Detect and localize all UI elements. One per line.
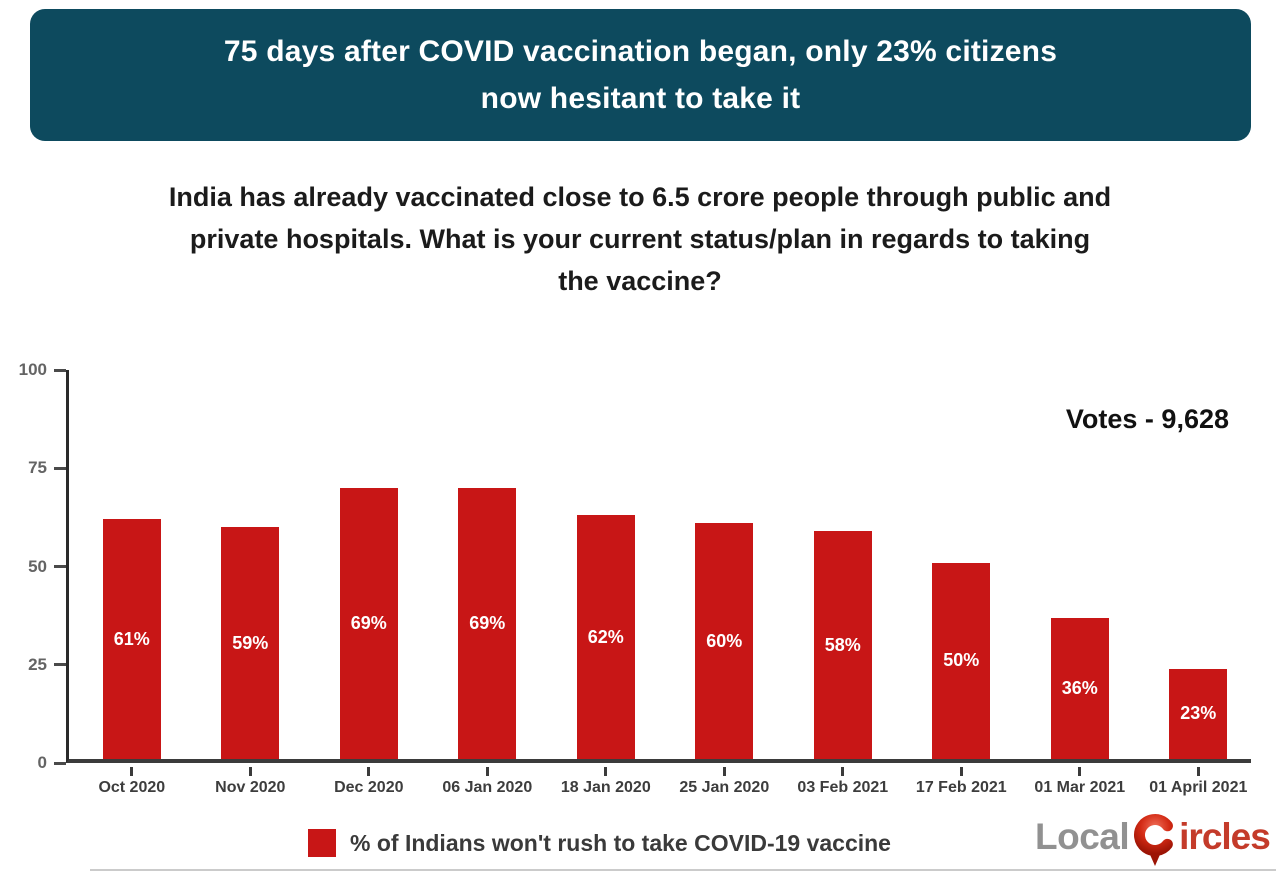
- y-tick-mark: [54, 368, 66, 372]
- y-axis-tick-label: 25: [28, 654, 47, 674]
- x-axis-tick-label: Oct 2020: [98, 779, 166, 796]
- x-axis-tick-label: 18 Jan 2020: [560, 779, 651, 796]
- bar-value-label: 50%: [943, 650, 980, 671]
- localcircles-logo: Local ircles: [1035, 808, 1271, 866]
- y-axis-tick-label: 0: [37, 753, 47, 772]
- x-axis-tick-label: 01 Mar 2021: [1034, 779, 1126, 796]
- x-tick-mark: [130, 767, 134, 776]
- bar: 69%: [339, 487, 398, 759]
- bottom-divider: [90, 869, 1276, 871]
- chart-legend: % of Indians won't rush to take COVID-19…: [308, 829, 891, 857]
- x-tick-mark: [1196, 767, 1200, 776]
- legend-swatch: [308, 829, 336, 857]
- x-axis-tick-label: 01 April 2021: [1149, 779, 1248, 796]
- y-tick-mark: [54, 565, 66, 568]
- logo-text-local: Local: [1035, 816, 1130, 857]
- bar: 60%: [695, 523, 754, 759]
- x-axis-tick-label: 17 Feb 2021: [915, 779, 1007, 796]
- y-axis-tick-label: 75: [28, 458, 47, 478]
- x-axis-tick-label: Nov 2020: [215, 779, 286, 796]
- page-title-line-2: now hesitant to take it: [480, 82, 801, 115]
- votes-count: Votes - 9,628: [1065, 404, 1229, 434]
- x-tick-mark: [1078, 767, 1082, 776]
- bar: 59%: [221, 527, 280, 759]
- legend-label: % of Indians won't rush to take COVID-19…: [350, 829, 891, 856]
- bar: 58%: [813, 531, 872, 759]
- bar-value-label: 59%: [232, 632, 269, 653]
- y-axis-tick-label: 50: [28, 556, 47, 576]
- logo-pin-icon: [1134, 814, 1177, 866]
- y-axis-tick-label: 100: [18, 360, 47, 379]
- bar: 23%: [1169, 668, 1228, 759]
- survey-question-line-1: India has already vaccinated close to 6.…: [168, 182, 1112, 212]
- bar-value-label: 62%: [587, 626, 624, 647]
- x-tick-mark: [722, 767, 726, 776]
- x-axis-tick-label: 03 Feb 2021: [797, 779, 889, 796]
- bar-value-label: 58%: [824, 634, 861, 655]
- plot-area: 0 25 50 75 100 61% Oct 2020 59% Nov 2020 69% Dec 2…: [19, 360, 1251, 796]
- bar-value-label: 36%: [1061, 677, 1098, 698]
- x-tick-mark: [367, 767, 371, 776]
- bar-value-label: 60%: [706, 630, 743, 651]
- y-tick-mark: [54, 466, 66, 470]
- x-axis-tick-label: 06 Jan 2020: [442, 779, 533, 796]
- bar: 36%: [1050, 617, 1109, 759]
- bar: 50%: [932, 562, 991, 759]
- bar-value-label: 69%: [469, 612, 506, 633]
- x-tick-mark: [959, 767, 963, 776]
- bar-value-label: 69%: [350, 612, 387, 633]
- x-axis-tick-label: Dec 2020: [334, 779, 404, 796]
- bar: 61%: [102, 519, 161, 759]
- x-tick-mark: [248, 767, 252, 776]
- header-banner: 75 days after COVID vaccination began, o…: [30, 9, 1251, 141]
- bar-value-label: 61%: [113, 628, 150, 649]
- bar: 69%: [458, 487, 517, 759]
- logo-text-ircles: ircles: [1179, 816, 1271, 857]
- x-tick-mark: [604, 767, 608, 776]
- page-title-line-1: 75 days after COVID vaccination began, o…: [223, 35, 1058, 68]
- x-tick-mark: [485, 767, 489, 776]
- x-axis-tick-label: 25 Jan 2020: [679, 779, 770, 796]
- survey-question: India has already vaccinated close to 6.…: [0, 176, 1280, 302]
- survey-question-line-2: private hospitals. What is your current …: [189, 224, 1091, 254]
- bar-value-label: 23%: [1180, 703, 1217, 724]
- y-tick-mark: [54, 761, 66, 765]
- survey-question-line-3: the vaccine?: [558, 266, 722, 296]
- y-tick-mark: [54, 663, 66, 667]
- x-tick-mark: [841, 767, 845, 776]
- bar: 62%: [576, 515, 635, 759]
